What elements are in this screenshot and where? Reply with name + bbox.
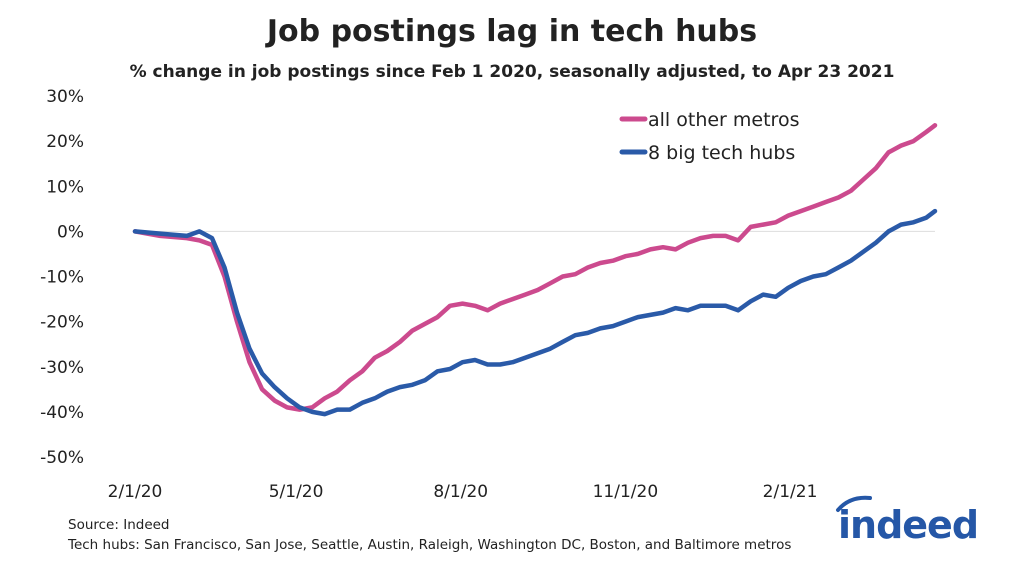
series-lines [132, 123, 938, 417]
legend-label-all-other-metros: all other metros [648, 109, 799, 131]
legend: all other metros 8 big tech hubs [619, 109, 799, 164]
indeed-logo: indeed [836, 495, 979, 544]
y-axis: 30% 20% 10% 0% -10% -20% -30% -40% -50% [40, 87, 84, 468]
y-tick-label: -20% [40, 313, 84, 333]
y-tick-label: 0% [57, 222, 84, 242]
y-tick-label: 20% [46, 132, 84, 152]
y-tick-label: -50% [40, 448, 84, 468]
svg-text:indeed: indeed [838, 503, 978, 544]
x-axis: 2/1/20 5/1/20 8/1/20 11/1/20 2/1/21 [108, 482, 818, 502]
series-line-all-other-metros [132, 123, 938, 412]
x-tick-label: 11/1/20 [593, 482, 659, 502]
series-line-8-big-tech-hubs [132, 208, 938, 417]
x-tick-label: 2/1/20 [108, 482, 163, 502]
tech-hubs-note: Tech hubs: San Francisco, San Jose, Seat… [68, 537, 792, 553]
x-tick-label: 5/1/20 [269, 482, 324, 502]
x-tick-label: 8/1/20 [433, 482, 488, 502]
y-tick-label: 30% [46, 87, 84, 107]
y-tick-label: -30% [40, 358, 84, 378]
chart-title: Job postings lag in tech hubs [266, 14, 758, 49]
y-tick-label: -10% [40, 268, 84, 288]
chart-subtitle: % change in job postings since Feb 1 202… [129, 62, 895, 82]
logo-arc [836, 495, 872, 512]
y-tick-label: 10% [46, 177, 84, 197]
y-tick-label: -40% [40, 403, 84, 423]
source-note: Source: Indeed [68, 517, 170, 533]
legend-label-8-big-tech-hubs: 8 big tech hubs [648, 142, 795, 164]
x-tick-label: 2/1/21 [763, 482, 818, 502]
